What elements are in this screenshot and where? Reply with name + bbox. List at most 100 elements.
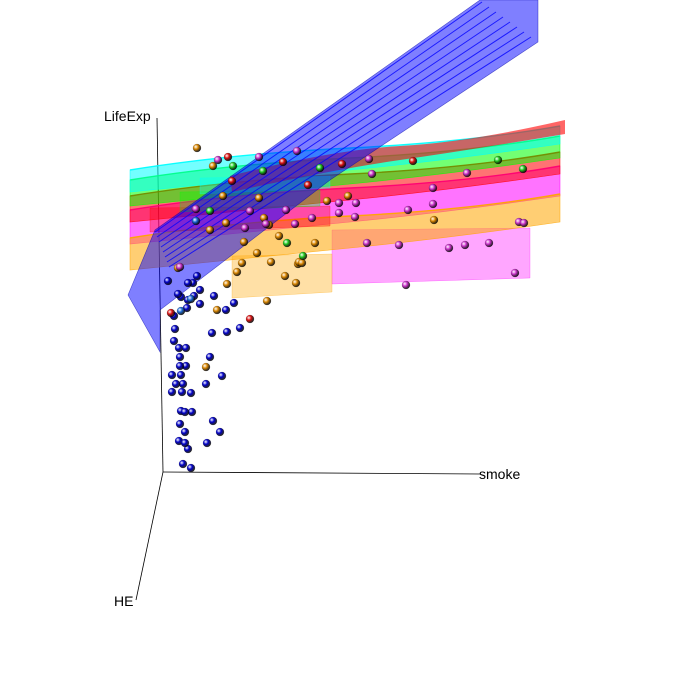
- point-orange: [274, 231, 284, 241]
- point-blue: [222, 327, 232, 337]
- point-blue: [180, 438, 190, 448]
- point-orange: [237, 258, 247, 268]
- point-orange: [266, 257, 276, 267]
- point-red: [408, 156, 418, 166]
- point-orange: [208, 161, 218, 171]
- point-orange: [239, 237, 249, 247]
- point-blue: [209, 291, 219, 301]
- point-red: [337, 159, 347, 169]
- point-green: [258, 166, 268, 176]
- surface-blue-plane: [127, 0, 539, 354]
- point-lightblue: [186, 294, 196, 304]
- point-magenta: [261, 219, 271, 229]
- point-orange: [232, 267, 242, 277]
- surfaces-layer: [127, 0, 565, 354]
- x-axis-label: smoke: [479, 466, 520, 482]
- point-blue: [173, 289, 183, 299]
- surface-blue-line: [168, 36, 532, 268]
- point-blue: [176, 370, 186, 380]
- point-magenta: [362, 238, 372, 248]
- he-axis-line: [135, 471, 164, 601]
- point-magenta: [281, 205, 291, 215]
- points-layer: [163, 143, 529, 473]
- point-orange: [222, 279, 232, 289]
- point-green: [282, 238, 292, 248]
- point-green: [315, 163, 325, 173]
- point-orange: [262, 296, 272, 306]
- point-magenta: [240, 223, 250, 233]
- point-blue: [235, 323, 245, 333]
- point-orange: [343, 191, 353, 201]
- point-orange: [221, 218, 231, 228]
- point-blue: [175, 361, 185, 371]
- point-lightblue: [191, 216, 201, 226]
- point-blue: [192, 271, 202, 281]
- point-blue: [186, 463, 196, 473]
- point-lightblue: [176, 306, 186, 316]
- point-magenta: [428, 183, 438, 193]
- point-blue: [163, 276, 173, 286]
- point-orange: [218, 191, 228, 201]
- surface-blue-line: [160, 16, 504, 248]
- surface-blue-line: [156, 6, 490, 238]
- point-blue: [207, 328, 217, 338]
- point-orange: [322, 196, 332, 206]
- point-blue: [177, 387, 187, 397]
- point-magenta: [175, 262, 185, 272]
- point-green: [228, 161, 238, 171]
- point-blue: [217, 371, 227, 381]
- point-red: [278, 157, 288, 167]
- point-blue: [186, 388, 196, 398]
- point-magenta: [484, 238, 494, 248]
- point-orange: [201, 362, 211, 372]
- point-orange: [192, 143, 202, 153]
- point-blue: [221, 305, 231, 315]
- point-magenta: [334, 198, 344, 208]
- point-blue: [181, 343, 191, 353]
- point-blue: [215, 427, 225, 437]
- point-red: [166, 308, 176, 318]
- point-blue: [169, 336, 179, 346]
- point-red: [223, 152, 233, 162]
- point-blue: [208, 416, 218, 426]
- point-blue: [180, 407, 190, 417]
- point-orange: [297, 258, 307, 268]
- point-red: [227, 176, 237, 186]
- point-magenta: [334, 208, 344, 218]
- point-blue: [175, 419, 185, 429]
- point-orange: [280, 271, 290, 281]
- point-blue: [205, 352, 215, 362]
- point-green: [518, 164, 528, 174]
- point-magenta: [394, 240, 404, 250]
- point-blue: [195, 299, 205, 309]
- point-orange: [310, 238, 320, 248]
- point-orange: [291, 278, 301, 288]
- point-green: [205, 206, 215, 216]
- point-red: [245, 314, 255, 324]
- point-magenta: [444, 243, 454, 253]
- z-axis-label: HE: [114, 593, 133, 609]
- point-blue: [202, 438, 212, 448]
- point-magenta: [350, 212, 360, 222]
- point-blue: [195, 285, 205, 295]
- point-magenta: [428, 199, 438, 209]
- surface-blue-line: [158, 11, 497, 243]
- point-magenta: [364, 154, 374, 164]
- point-orange: [429, 215, 439, 225]
- point-blue: [178, 459, 188, 469]
- point-magenta: [213, 155, 223, 165]
- point-blue: [170, 324, 180, 334]
- point-green: [298, 251, 308, 261]
- surface-blue-line: [154, 1, 483, 233]
- point-blue: [167, 387, 177, 397]
- axis-labels: LifeExp smoke HE: [104, 108, 520, 609]
- y-axis-label: LifeExp: [104, 108, 151, 124]
- point-magenta: [254, 152, 264, 162]
- point-magenta: [191, 204, 201, 214]
- smoke-axis-line: [162, 471, 481, 475]
- point-magenta: [351, 198, 361, 208]
- point-orange: [252, 248, 262, 258]
- point-blue: [229, 298, 239, 308]
